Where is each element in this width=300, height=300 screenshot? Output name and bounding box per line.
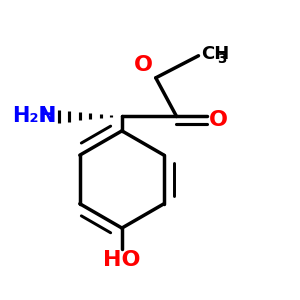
Text: O: O bbox=[134, 56, 153, 76]
Text: CH: CH bbox=[201, 45, 230, 63]
Text: HO: HO bbox=[103, 250, 141, 270]
Text: H₂N: H₂N bbox=[12, 106, 56, 126]
Text: O: O bbox=[209, 110, 228, 130]
Text: 3: 3 bbox=[218, 52, 227, 66]
Text: H: H bbox=[38, 106, 56, 126]
